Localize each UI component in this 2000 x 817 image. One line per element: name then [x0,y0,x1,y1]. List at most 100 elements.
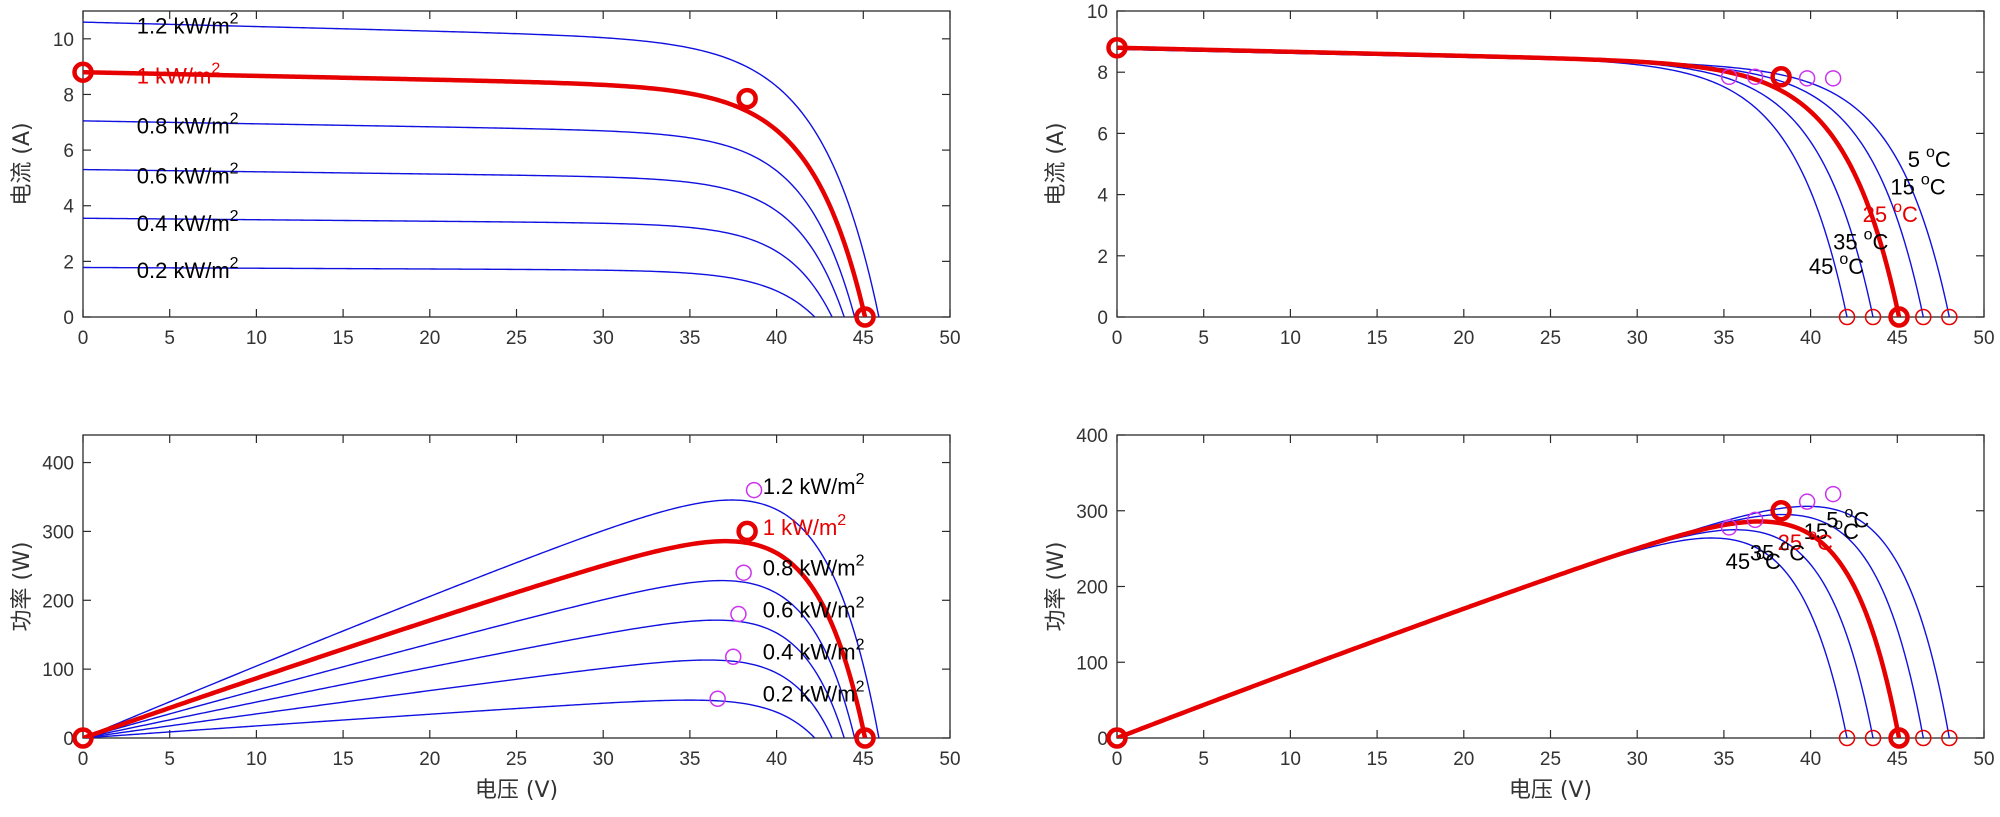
annotation-superscript: 2 [856,552,865,569]
x-tick-label: 25 [506,328,527,349]
annotation-degree: o [1864,227,1873,244]
annotation-unit: C [1843,519,1859,544]
voc-marker [1838,308,1856,326]
series-annotation: 45 oC [1726,546,1781,574]
annotation-text: 0.4 kW/m [763,639,856,664]
series-annotation: 35 oC [1750,538,1805,566]
x-tick-label: 35 [1713,328,1734,349]
series-annotation: 5 oC [1826,504,1869,532]
voc-marker [1888,727,1910,749]
x-tick-label: 30 [593,749,614,770]
annotation-degree: o [1780,538,1789,555]
annotation-text: 25 [1778,530,1802,555]
annotation-degree: o [1844,504,1853,521]
mpp-marker [725,648,742,665]
x-tick-label: 40 [766,328,787,349]
x-tick-label: 25 [1540,328,1561,349]
y-tick-label: 2 [63,252,74,273]
isc-marker [1106,36,1128,59]
series-annotation: 1 kW/m2 [137,60,221,88]
series-line [83,538,868,738]
voc-marker [1864,729,1882,747]
y-tick-label: 300 [1076,502,1108,523]
x-tick-label: 35 [679,749,700,770]
y-axis-label: 电流 (A) [10,122,35,205]
x-tick-label: 15 [1367,749,1388,770]
mpp-marker [1798,70,1816,87]
y-tick-label: 200 [42,591,74,612]
annotation-unit: C [1848,254,1864,279]
y-tick-label: 6 [1097,124,1108,145]
voc-marker [1915,729,1932,747]
annotation-unit: C [1935,147,1951,172]
series-annotation: 0.4 kW/m2 [763,636,865,664]
voc-marker [1838,729,1856,747]
annotation-text: 35 [1750,541,1774,566]
origin-marker [1106,727,1128,749]
series-line [83,266,816,317]
x-axis-label: 电压 (V) [1509,778,1592,803]
isc-marker [72,61,94,83]
series-annotation: 15 oC [1890,172,1945,200]
series-line [1117,47,1848,317]
y-tick-label: 4 [1097,186,1108,207]
series-annotation: 0.2 kW/m2 [137,255,239,283]
annotation-degree: o [1921,172,1930,189]
x-tick-label: 20 [419,749,440,770]
annotation-text: 15 [1890,175,1914,200]
x-tick-label: 20 [419,328,440,349]
voc-marker [1915,308,1932,326]
series-annotation: 1.2 kW/m2 [137,10,239,38]
annotation-unit: C [1930,175,1946,200]
x-tick-label: 15 [1367,328,1388,349]
x-tick-label: 50 [939,328,960,349]
annotation-text: 5 [1826,507,1838,532]
annotation-superscript: 2 [230,10,239,27]
annotation-unit: C [1765,549,1781,574]
x-tick-label: 10 [246,328,267,349]
annotation-unit: C [1873,230,1889,255]
x-tick-label: 25 [506,749,527,770]
series-line [83,69,868,317]
mpp-marker [1824,70,1842,87]
y-axis-label: 功率 (W) [10,542,35,632]
pv-temperature-panel: 0 5 10 15 20 25 30 35 40 45 50 0 100 200 300 400 功率 (W) 电… [1044,426,1995,803]
series-annotation: 1.2 kW/m2 [763,471,865,499]
series-line [83,21,880,317]
x-tick-label: 30 [593,328,614,349]
voc-marker [854,306,876,328]
y-tick-label: 0 [63,729,74,750]
annotation-superscript: 2 [211,60,220,77]
annotation-text: 0.8 kW/m [137,113,230,138]
mpp-marker [1798,493,1816,510]
y-tick-label: 2 [1097,247,1108,268]
x-tick-label: 15 [333,749,354,770]
annotation-text: 0.8 kW/m [763,555,856,580]
annotation-degree: o [1834,516,1843,533]
mpp-marker [730,605,747,623]
annotation-degree: o [1839,251,1848,268]
annotation-text: 5 [1908,147,1920,172]
y-tick-label: 0 [63,308,74,329]
x-tick-label: 5 [1198,328,1209,349]
y-tick-label: 6 [63,141,74,162]
mpp-marker [1720,519,1738,536]
mpp-marker [1746,68,1764,86]
series-line [83,579,856,738]
voc-marker [854,727,876,749]
voc-marker [1941,729,1958,747]
y-tick-label: 400 [42,454,74,475]
x-tick-label: 50 [939,749,960,770]
x-tick-label: 15 [333,328,354,349]
annotation-unit: C [1902,202,1918,227]
series-annotation: 25 oC [1778,527,1833,555]
y-tick-label: 200 [1076,578,1108,599]
annotation-unit: C [1789,541,1805,566]
annotation-text: 0.4 kW/m [137,211,230,236]
x-tick-label: 45 [1887,749,1908,770]
y-tick-label: 400 [1076,426,1108,447]
y-tick-label: 10 [1087,2,1108,23]
annotation-text: 45 [1809,254,1833,279]
x-tick-label: 40 [766,749,787,770]
